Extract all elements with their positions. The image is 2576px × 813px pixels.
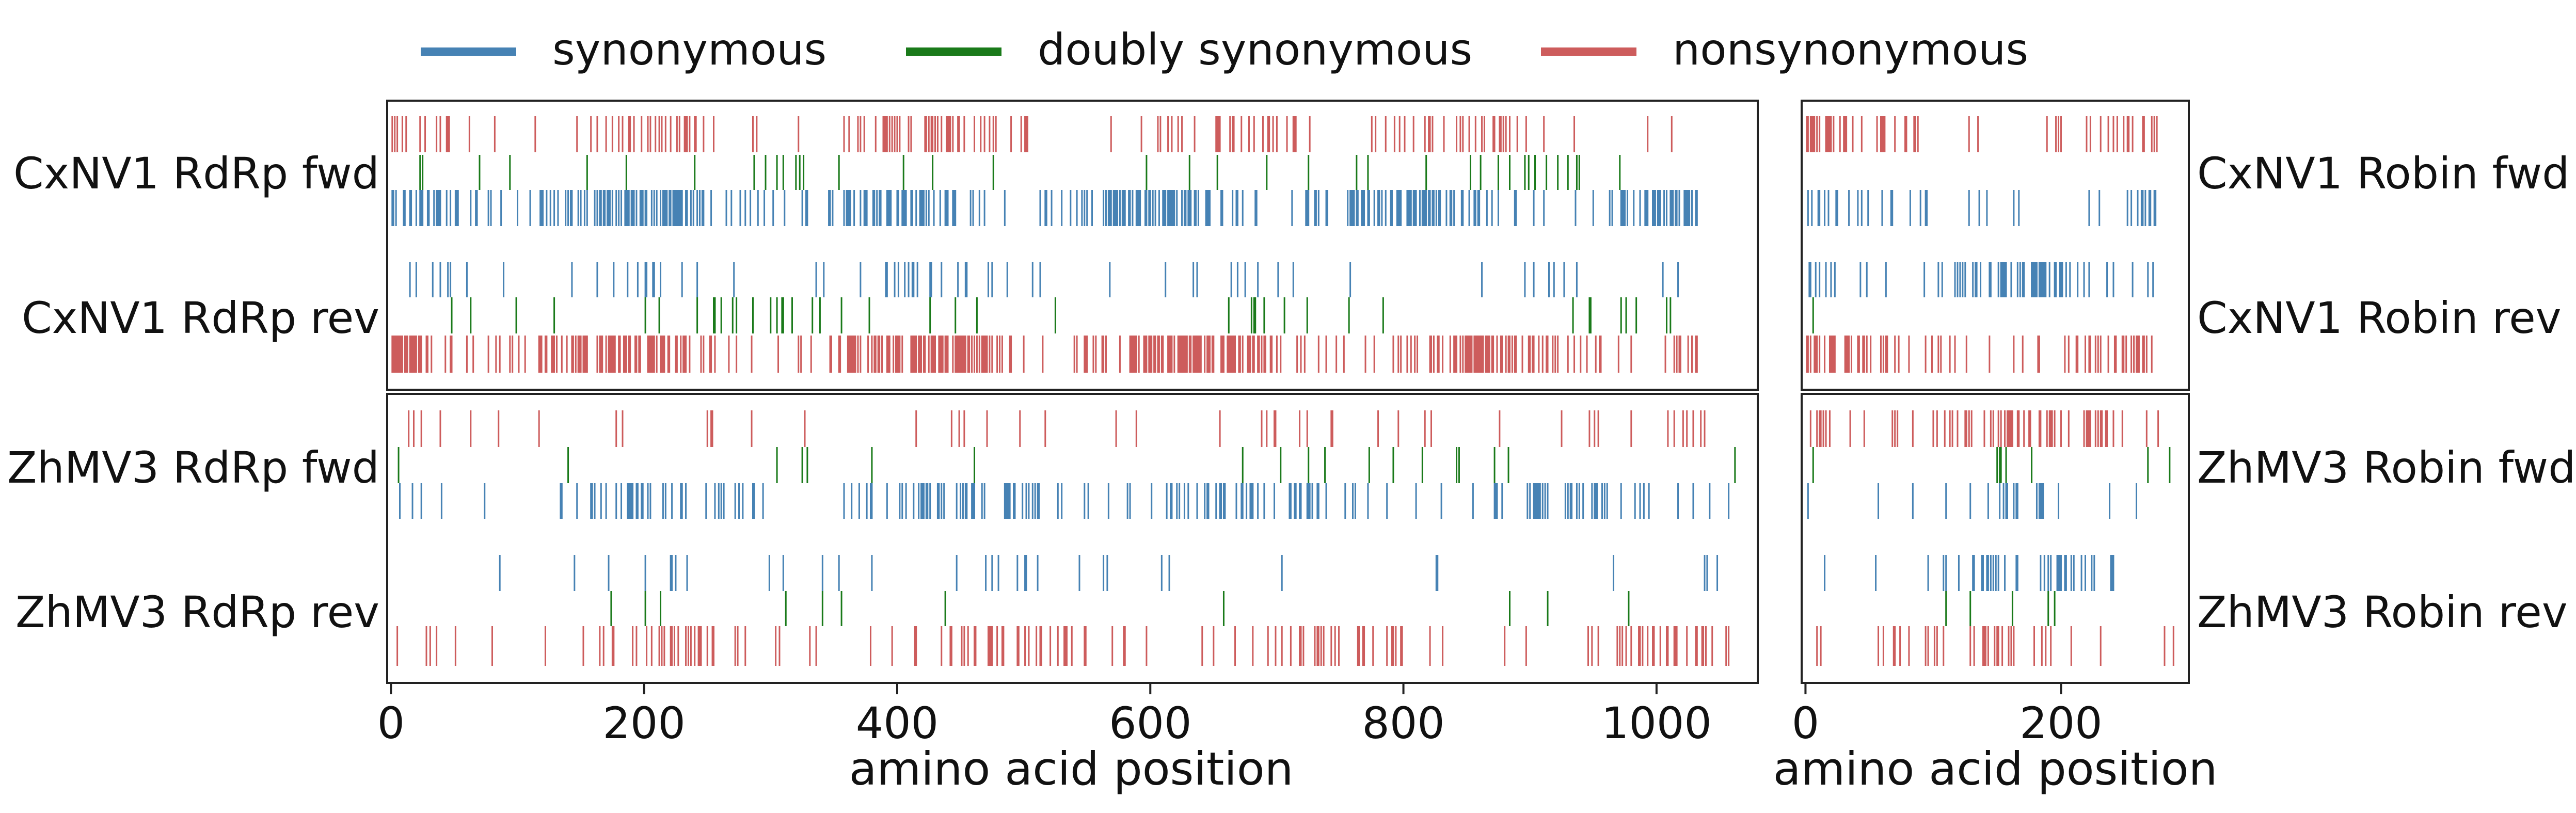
row-label-zhmv3-rdrp-rev: ZhMV3 RdRp rev — [15, 587, 379, 637]
legend-item-synonymous: synonymous — [421, 24, 826, 75]
legend: synonymous doubly synonymous nonsynonymo… — [421, 24, 2028, 75]
rdrp-event-ticks — [391, 116, 1736, 666]
legend-item-nonsynonymous: nonsynonymous — [1541, 24, 2028, 75]
rdrp-frame-zhmv3 — [386, 393, 1759, 684]
row-label-cxnv1-robin-fwd: CxNV1 Robin fwd — [2197, 148, 2570, 199]
robin-frame-cxnv1 — [1801, 100, 2190, 391]
robin-panel: CxNV1 Robin fwd CxNV1 Robin rev ZhMV3 Ro… — [1773, 100, 2576, 795]
row-label-cxnv1-rdrp-rev: CxNV1 RdRp rev — [22, 293, 379, 343]
rdrp-x-axis-label: amino acid position — [849, 742, 1294, 795]
legend-label-doubly-synonymous: doubly synonymous — [1038, 24, 1472, 75]
legend-item-doubly-synonymous: doubly synonymous — [906, 24, 1472, 75]
row-label-cxnv1-robin-rev: CxNV1 Robin rev — [2197, 293, 2561, 343]
row-label-zhmv3-robin-rev: ZhMV3 Robin rev — [2197, 587, 2568, 637]
rdrp-x-tick-label: 200 — [602, 698, 685, 748]
row-label-zhmv3-robin-fwd: ZhMV3 Robin fwd — [2197, 442, 2576, 493]
rdrp-x-tick-label: 600 — [1109, 698, 1191, 748]
rdrp-x-tick-label: 1000 — [1601, 698, 1712, 748]
robin-x-tick-label: 0 — [1792, 698, 1819, 748]
rdrp-panel: CxNV1 RdRp fwd CxNV1 RdRp rev ZhMV3 RdRp… — [7, 100, 1759, 795]
rdrp-x-axis: 0 200 400 600 800 1000 — [377, 683, 1712, 748]
legend-label-nonsynonymous: nonsynonymous — [1673, 24, 2028, 75]
rdrp-x-tick-label: 400 — [856, 698, 939, 748]
row-label-cxnv1-rdrp-fwd: CxNV1 RdRp fwd — [13, 148, 379, 199]
robin-event-ticks — [1806, 116, 2174, 666]
robin-x-axis-label: amino acid position — [1773, 742, 2218, 795]
row-label-zhmv3-rdrp-fwd: ZhMV3 RdRp fwd — [7, 442, 379, 493]
rdrp-x-tick-label: 800 — [1362, 698, 1444, 748]
robin-x-axis: 0 200 — [1792, 683, 2103, 748]
rdrp-frame-cxnv1 — [386, 100, 1759, 391]
rdrp-x-tick-label: 0 — [377, 698, 405, 748]
robin-x-tick-label: 200 — [2020, 698, 2102, 748]
robin-frame-zhmv3 — [1801, 393, 2190, 684]
legend-label-synonymous: synonymous — [552, 24, 826, 75]
